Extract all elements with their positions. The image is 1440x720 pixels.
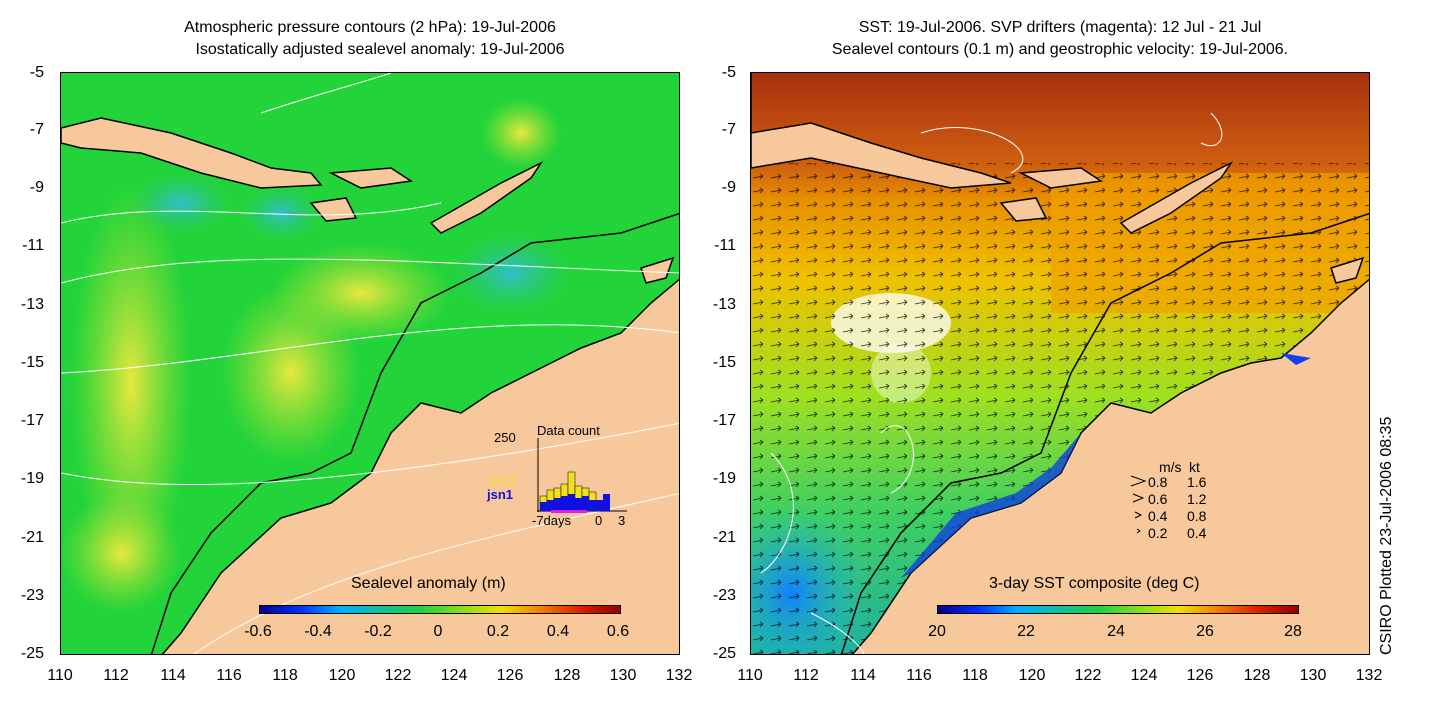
right-xtick: 126	[1186, 667, 1214, 684]
velocity-legend-kt: 0.8	[1187, 508, 1207, 524]
sla-cbar-tick: -0.2	[364, 623, 392, 640]
right-xtick: 114	[850, 667, 876, 684]
velocity-legend-arrows	[1130, 475, 1147, 534]
data-count-histogram	[537, 438, 627, 513]
sla-cbar-tick: -0.6	[244, 623, 272, 640]
left-ytick: -9	[29, 179, 44, 196]
sealevel-anomaly-map: Data count 250 GFO jsn1 -	[60, 72, 680, 655]
right-ytick: -15	[712, 354, 736, 371]
left-xtick: 110	[47, 667, 73, 684]
inset-xlabel: -7days	[532, 513, 572, 528]
sst-colorbar-title: 3-day SST composite (deg C)	[989, 575, 1200, 592]
sealevel-anomaly-field	[61, 73, 679, 654]
left-xtick: 114	[160, 667, 186, 684]
inset-title: Data count	[537, 423, 600, 438]
right-ytick: -25	[712, 645, 736, 662]
velocity-legend-ms: 0.2	[1148, 525, 1168, 541]
velocity-legend-header-ms: m/s	[1159, 459, 1182, 475]
right-ytick: -21	[712, 529, 736, 546]
right-ytick: -23	[712, 587, 736, 604]
left-ytick: -5	[29, 64, 44, 81]
left-ytick: -19	[20, 470, 44, 487]
right-ytick: -13	[712, 296, 736, 313]
sla-colorbar	[259, 605, 621, 614]
left-ytick: -7	[29, 121, 44, 138]
left-ytick: -25	[20, 645, 44, 662]
right-ytick: -19	[712, 470, 736, 487]
left-xtick: 124	[440, 667, 468, 684]
right-xtick: 132	[1355, 667, 1383, 684]
right-ytick: -9	[721, 179, 736, 196]
sst-field	[751, 73, 1369, 654]
left-ytick: -13	[20, 296, 44, 313]
velocity-legend-kt: 1.2	[1187, 491, 1207, 507]
velocity-legend-ms: 0.6	[1148, 491, 1168, 507]
right-ytick: -7	[721, 121, 736, 138]
left-xtick: 116	[216, 667, 242, 684]
right-xtick: 118	[962, 667, 988, 684]
left-xtick: 122	[384, 667, 412, 684]
left-ytick: -23	[20, 587, 44, 604]
right-xtick: 112	[793, 667, 819, 684]
sla-cbar-tick: 0.2	[486, 623, 510, 640]
velocity-legend-header-kt: kt	[1189, 459, 1200, 475]
left-ytick: -17	[20, 412, 44, 429]
left-ytick: -21	[20, 529, 44, 546]
sst-colorbar	[937, 605, 1299, 614]
right-ytick: -17	[712, 412, 736, 429]
sst-cbar-tick: 26	[1196, 623, 1214, 640]
left-ytick: -11	[22, 237, 44, 254]
inset-ymax: 250	[494, 430, 516, 445]
inset-xtick-3: 3	[618, 513, 626, 528]
right-xtick: 130	[1299, 667, 1327, 684]
sla-cbar-tick: 0.4	[546, 623, 570, 640]
left-ytick: -15	[20, 354, 44, 371]
credit-label: CSIRO Plotted 23-Jul-2006 08:35	[1378, 416, 1395, 655]
right-title-line1: SST: 19-Jul-2006. SVP drifters (magenta)…	[858, 19, 1262, 36]
right-ytick: -11	[714, 237, 736, 254]
sst-cbar-tick: 22	[1017, 623, 1035, 640]
sla-cbar-tick: -0.4	[304, 623, 332, 640]
left-xtick: 120	[328, 667, 356, 684]
velocity-legend-kt: 1.6	[1187, 474, 1207, 490]
right-xtick: 116	[906, 667, 932, 684]
sst-cbar-tick: 28	[1284, 623, 1302, 640]
velocity-legend-ms: 0.8	[1148, 474, 1168, 490]
right-xtick: 124	[1130, 667, 1158, 684]
inset-series-jsn1: jsn1	[487, 487, 514, 502]
sst-map: m/s kt 0.8 1.6 0.6 1.2 0.4 0.8 0.2 0.4 3…	[750, 72, 1370, 655]
sla-colorbar-title: Sealevel anomaly (m)	[351, 575, 506, 592]
sla-cbar-tick: 0.6	[606, 623, 630, 640]
inset-series-gfo: GFO	[487, 473, 516, 488]
right-xtick: 128	[1243, 667, 1271, 684]
right-xtick: 120	[1018, 667, 1046, 684]
left-title-line1: Atmospheric pressure contours (2 hPa): 1…	[184, 19, 556, 36]
right-title-line2: Sealevel contours (0.1 m) and geostrophi…	[831, 41, 1289, 58]
sst-cbar-tick: 20	[928, 623, 946, 640]
left-title-line2: Isostatically adjusted sealevel anomaly:…	[195, 41, 565, 58]
left-xtick: 128	[553, 667, 581, 684]
left-xtick: 126	[496, 667, 524, 684]
right-xtick: 122	[1074, 667, 1102, 684]
velocity-legend-kt: 0.4	[1187, 525, 1207, 541]
velocity-legend-ms: 0.4	[1148, 508, 1168, 524]
right-xtick: 110	[737, 667, 763, 684]
histogram-bars-jsn1	[540, 494, 610, 511]
left-xtick: 132	[665, 667, 693, 684]
left-xtick: 130	[609, 667, 637, 684]
left-xtick: 118	[272, 667, 298, 684]
left-xtick: 112	[103, 667, 129, 684]
sla-cbar-tick: 0	[433, 623, 443, 640]
inset-xtick-0: 0	[595, 513, 603, 528]
right-ytick: -5	[721, 64, 736, 81]
sst-cbar-tick: 24	[1107, 623, 1125, 640]
